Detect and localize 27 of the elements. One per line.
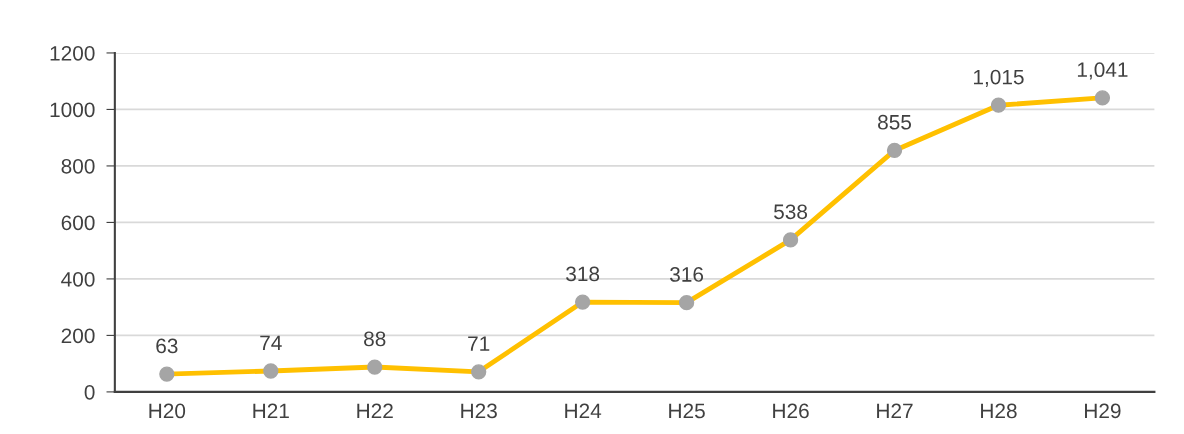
x-tick-label: H28 bbox=[981, 403, 1017, 419]
y-tick-label: 200 bbox=[61, 328, 95, 344]
data-label: 855 bbox=[878, 114, 912, 130]
data-label: 63 bbox=[156, 338, 178, 354]
data-label: 71 bbox=[468, 336, 490, 351]
x-tick-label: H26 bbox=[773, 403, 809, 419]
y-tick-label: 1000 bbox=[50, 102, 95, 118]
y-tick-label: 0 bbox=[84, 384, 95, 400]
data-label: 1,041 bbox=[1077, 62, 1128, 80]
data-label: 74 bbox=[260, 335, 282, 351]
x-tick-label: H24 bbox=[565, 403, 602, 419]
y-tick-label: 600 bbox=[61, 215, 95, 231]
x-tick-label: H21 bbox=[253, 403, 289, 419]
y-tick-label: 400 bbox=[61, 271, 95, 287]
x-tick-label: H22 bbox=[357, 403, 393, 419]
x-tick-label: H20 bbox=[149, 403, 186, 419]
y-tick-label: 1200 bbox=[50, 45, 95, 61]
y-tick-label: 800 bbox=[61, 158, 95, 174]
x-tick-label: H27 bbox=[877, 403, 913, 419]
x-tick-label: H25 bbox=[669, 403, 705, 419]
data-label: 538 bbox=[774, 204, 808, 220]
data-label: 1,015 bbox=[973, 69, 1024, 87]
data-label: 316 bbox=[670, 267, 704, 282]
x-tick-label: H29 bbox=[1085, 403, 1121, 419]
data-label: 318 bbox=[566, 266, 600, 282]
x-tick-label: H23 bbox=[461, 403, 497, 419]
data-label: 88 bbox=[364, 331, 386, 347]
